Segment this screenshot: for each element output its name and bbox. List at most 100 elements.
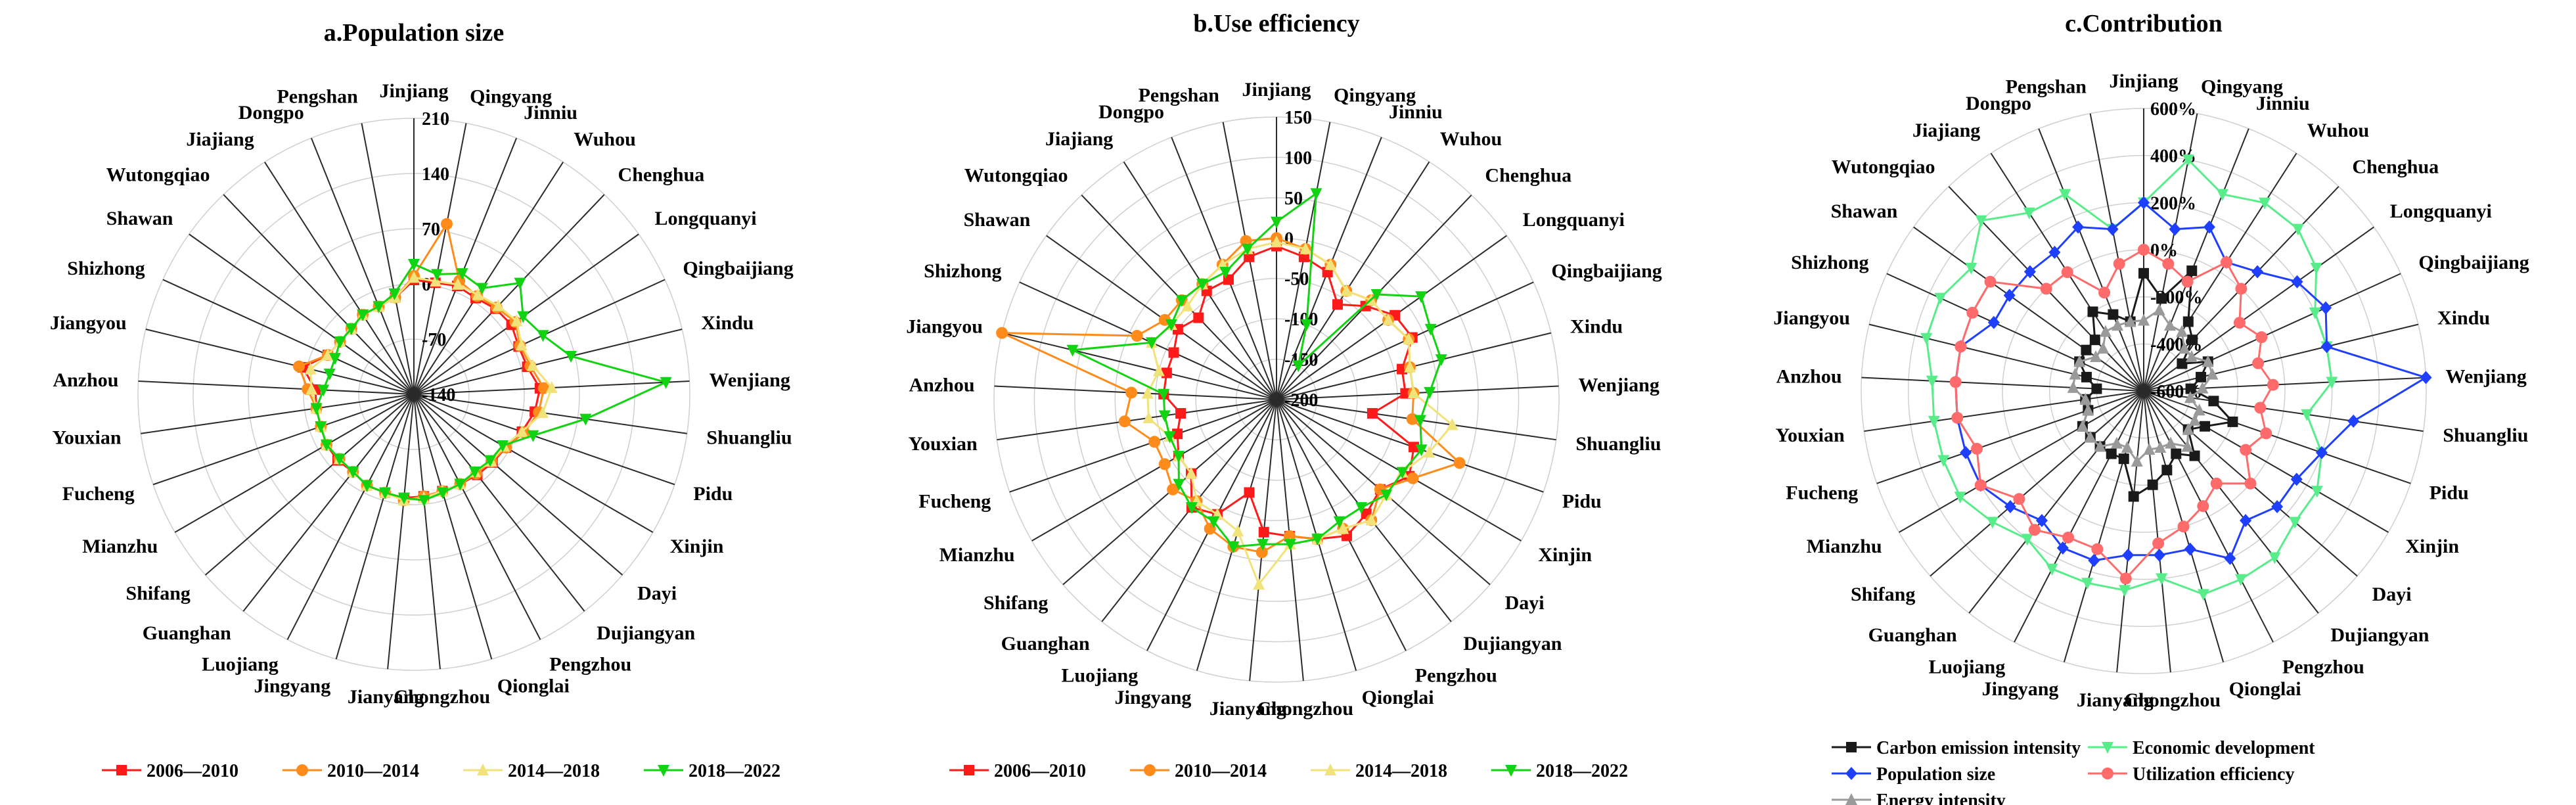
data-point-wuhou [1332,299,1343,310]
legend-item-2006-2010: 2006—2010 [949,761,1086,781]
tick-label: 70 [422,219,440,240]
data-point-qionglai [2184,542,2196,556]
legend: 2006—2010 2010—2014 2014—2018 2018—2022 [102,761,780,781]
spoke-label-shuangliu: Shuangliu [706,427,792,449]
radar-spoke [2014,390,2144,643]
data-point-shifang [1167,483,1179,495]
data-point-dongpo [373,301,385,313]
spoke-label-jingyang: Jingyang [1982,678,2059,700]
data-point-dayi [2289,517,2301,529]
data-point-qingyang [1310,188,1322,200]
spoke-label-pidu: Pidu [2429,482,2469,503]
spoke-label-xindu: Xindu [1570,316,1623,338]
data-point-xinjin [1407,472,1419,484]
data-point-chenghua [2235,283,2248,295]
data-point-wenjiang [2267,379,2279,391]
spoke-label-shizhong: Shizhong [1791,252,1868,273]
spoke-label-shawan: Shawan [964,209,1031,231]
spoke-label-youxian: Youxian [53,427,122,449]
spoke-label-shuangliu: Shuangliu [1575,433,1661,455]
spoke-label-dayi: Dayi [1505,592,1545,614]
legend-item-economic-development: Economic development [2088,738,2315,758]
radar-spoke [2143,390,2171,673]
tick-label: 600% [2150,99,2196,120]
data-point-youxian [1158,410,1171,423]
spoke-label-jiajiang: Jiajiang [186,128,254,150]
data-point-wutongqiao [1975,215,1987,227]
data-point-qionglai [2197,589,2209,601]
data-point-anzhou [317,384,330,397]
spoke-label-luojiang: Luojiang [1061,665,1138,687]
radar-grid [1861,108,2427,674]
legend-label: 2018—2022 [689,761,780,781]
tick-label: 0 [422,275,431,295]
radar-spoke [286,394,415,640]
data-point-pengzhou [2171,448,2182,459]
legend-label: Economic development [2133,738,2315,758]
data-point-jingyang [1227,541,1240,553]
data-point-wuhou [2182,316,2194,327]
tick-label: 200% [2150,193,2196,214]
data-point-chenghua [2292,223,2304,236]
legend-label: 2018—2022 [1536,761,1628,781]
data-point-dongpo [2098,287,2111,299]
legend-label: 2014—2018 [1355,761,1447,781]
data-point-wuhou [476,283,488,295]
spoke-label-jiajiang: Jiajiang [1045,128,1113,150]
data-point-wenjiang [2196,381,2209,394]
data-point-chongzhou [1284,539,1297,551]
data-point-jinniu [1300,319,1313,331]
data-point-youxian [1142,411,1155,423]
data-point-jinjiang [2138,313,2150,326]
data-point-jianyang [1253,578,1265,590]
data-point-chenghua [1370,288,1383,301]
legend: 2006—2010 2010—2014 2014—2018 2018—2022 [949,761,1628,781]
data-point-luojiang [2046,563,2058,576]
chart-title: c.Contribution [2065,10,2223,37]
legend-marker [1505,765,1517,777]
data-point-qingbaijiang [2320,301,2332,315]
data-point-luojiang [1208,516,1220,528]
radar-spoke [2143,390,2319,614]
chart-title: b.Use efficiency [1193,10,1359,37]
radar-spoke [413,137,518,395]
data-point-jingyang [1244,487,1255,498]
radar-spoke [223,194,415,395]
data-point-shuangliu [579,413,592,426]
spoke-label-wutongqiao: Wutongqiao [1832,156,1935,177]
spoke-label-jiajiang: Jiajiang [1912,120,1980,141]
tick-label: 150 [1284,108,1312,128]
radar-spoke [413,394,654,533]
data-point-dongpo [2112,319,2124,331]
spoke-label-longquanyi: Longquanyi [1523,209,1625,231]
data-point-qingbaijiang [2202,355,2214,367]
data-point-pengzhou [2224,551,2236,565]
spoke-label-mianzhu: Mianzhu [1807,536,1882,557]
data-point-jiangyou [2069,367,2081,380]
tick-label: -50 [1284,269,1309,290]
spoke-label-luojiang: Luojiang [202,654,279,676]
spoke-label-jinjiang: Jinjiang [379,80,448,102]
spoke-label-jiangyou: Jiangyou [906,316,983,338]
spoke-label-dujiangyan: Dujiangyan [1463,633,1562,655]
data-point-shuangliu [2347,414,2360,428]
spoke-label-qingbaijiang: Qingbaijiang [1551,260,1661,282]
radar-spoke [413,329,683,395]
data-point-guanghan [347,466,359,478]
spoke-label-anzhou: Anzhou [909,375,974,396]
data-point-shizhong [1168,347,1179,358]
spoke-label-wuhou: Wuhou [2307,120,2370,141]
data-point-longquanyi [2177,358,2188,369]
spoke-label-dujiangyan: Dujiangyan [597,622,695,644]
data-point-chongzhou [2156,573,2168,586]
data-point-jianyang [2119,585,2131,597]
data-point-qingyang [431,269,443,281]
data-point-jingyang [2081,578,2094,590]
data-point-shuangliu [2184,391,2196,403]
data-point-jianyang [2122,548,2135,562]
data-point-xinjin [1396,467,1409,479]
data-point-jingyang [379,487,392,499]
data-point-jianyang [2128,491,2139,502]
spoke-label-pengshan: Pengshan [1139,85,1220,106]
series-line [1955,201,2427,562]
